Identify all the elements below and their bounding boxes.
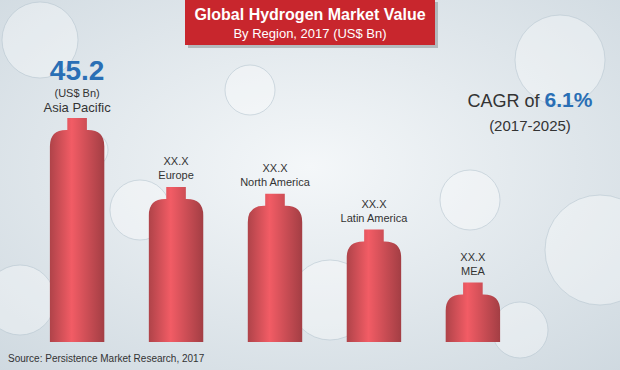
title: Global Hydrogen Market Value	[194, 6, 425, 23]
category-label: Europe	[158, 169, 193, 181]
category-label: Asia Pacific	[44, 100, 112, 115]
category-label: Latin America	[341, 212, 409, 224]
bar	[446, 283, 500, 342]
unit-label: (US$ Bn)	[54, 87, 99, 99]
bubble	[492, 302, 548, 358]
category-label: North America	[240, 176, 311, 188]
cagr-period: (2017-2025)	[489, 117, 571, 134]
subtitle: By Region, 2017 (US$ Bn)	[233, 26, 386, 41]
bars	[50, 118, 500, 342]
title-background	[185, 0, 435, 45]
annotation: CAGR of 6.1% (2017-2025)	[468, 88, 593, 134]
bubble	[225, 65, 275, 115]
bubble	[545, 195, 620, 305]
bar	[50, 118, 104, 342]
title-box: Global Hydrogen Market Value By Region, 2…	[185, 0, 438, 48]
chart: Global Hydrogen Market Value By Region, 2…	[0, 0, 620, 370]
data-label: XX.X	[262, 162, 288, 174]
data-label: XX.X	[460, 251, 486, 263]
labels: 45.2(US$ Bn)Asia Pacific XX.X Europe XX.X No…	[44, 55, 487, 277]
bubble	[0, 265, 55, 335]
bubble	[440, 170, 500, 230]
bar	[248, 194, 302, 342]
bar	[347, 230, 401, 342]
source: Source: Persistence Market Research, 201…	[8, 353, 205, 364]
data-label: XX.X	[361, 198, 387, 210]
cagr-text: CAGR of 6.1%	[468, 88, 593, 111]
category-label: MEA	[461, 265, 486, 277]
bar	[149, 187, 203, 342]
cagr-prefix: CAGR of	[468, 91, 545, 111]
data-label: 45.2	[50, 55, 105, 86]
cagr-value: 6.1%	[545, 88, 593, 111]
data-label: XX.X	[164, 155, 190, 167]
bubbles	[0, 2, 620, 358]
background	[0, 0, 620, 370]
